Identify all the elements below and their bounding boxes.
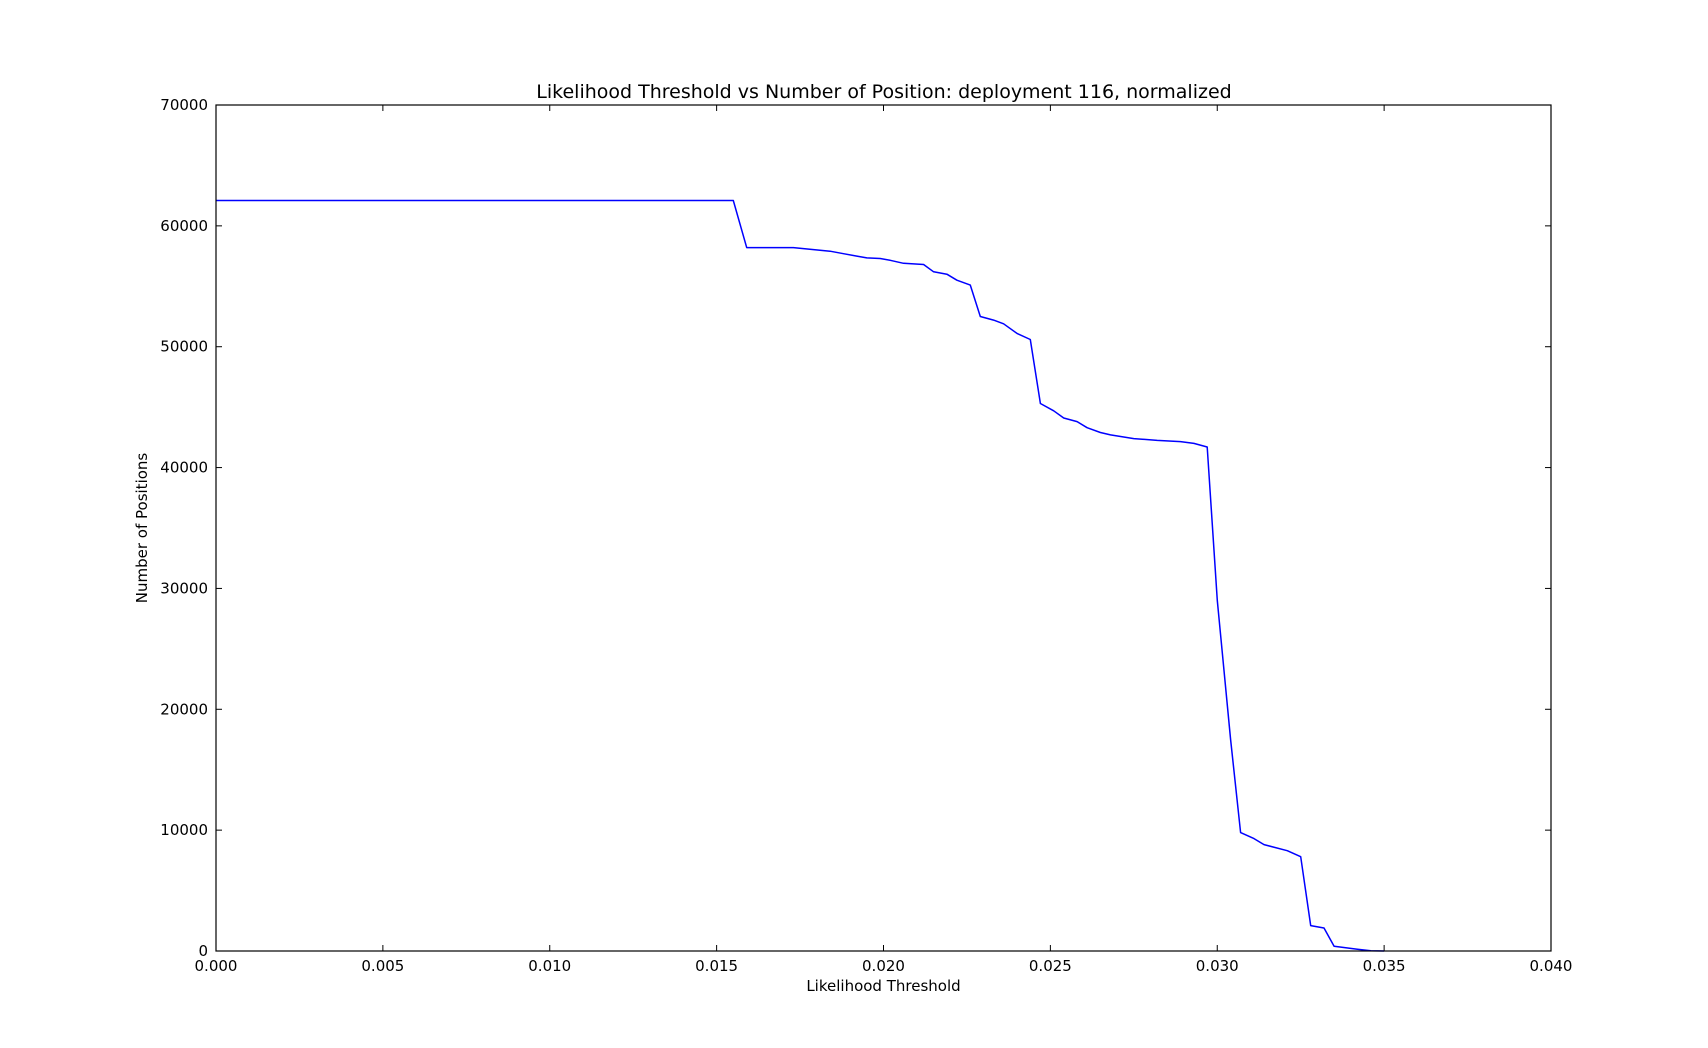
y-tick-label: 70000	[160, 96, 208, 114]
plot-frame	[215, 104, 1552, 952]
y-tick-label: 30000	[160, 579, 208, 597]
x-tick-label: 0.030	[1196, 957, 1239, 975]
y-tick-label: 60000	[160, 217, 208, 235]
y-axis: 0 10000 20000 30000 40000 50000 60000 70000	[160, 96, 1551, 960]
x-tick-label: 0.015	[695, 957, 738, 975]
y-tick-label: 50000	[160, 338, 208, 356]
x-tick-label: 0.020	[862, 957, 905, 975]
x-axis-label: Likelihood Threshold	[806, 977, 960, 995]
x-axis: 0.000 0.005 0.010 0.015 0.020 0.025 0.030 0.035…	[195, 105, 1573, 975]
y-axis-label: Number of Positions	[133, 453, 151, 604]
y-tick-label: 20000	[160, 700, 208, 718]
y-tick-label: 10000	[160, 821, 208, 839]
chart-title: Likelihood Threshold vs Number of Positi…	[536, 81, 1231, 103]
y-tick-label: 40000	[160, 459, 208, 477]
x-tick-label: 0.035	[1363, 957, 1406, 975]
x-tick-label: 0.005	[361, 957, 404, 975]
x-tick-label: 0.040	[1530, 957, 1573, 975]
x-tick-label: 0.000	[195, 957, 238, 975]
x-tick-label: 0.010	[528, 957, 571, 975]
y-tick-label: 0	[198, 942, 208, 960]
series-line	[216, 199, 1385, 952]
x-tick-label: 0.025	[1029, 957, 1072, 975]
